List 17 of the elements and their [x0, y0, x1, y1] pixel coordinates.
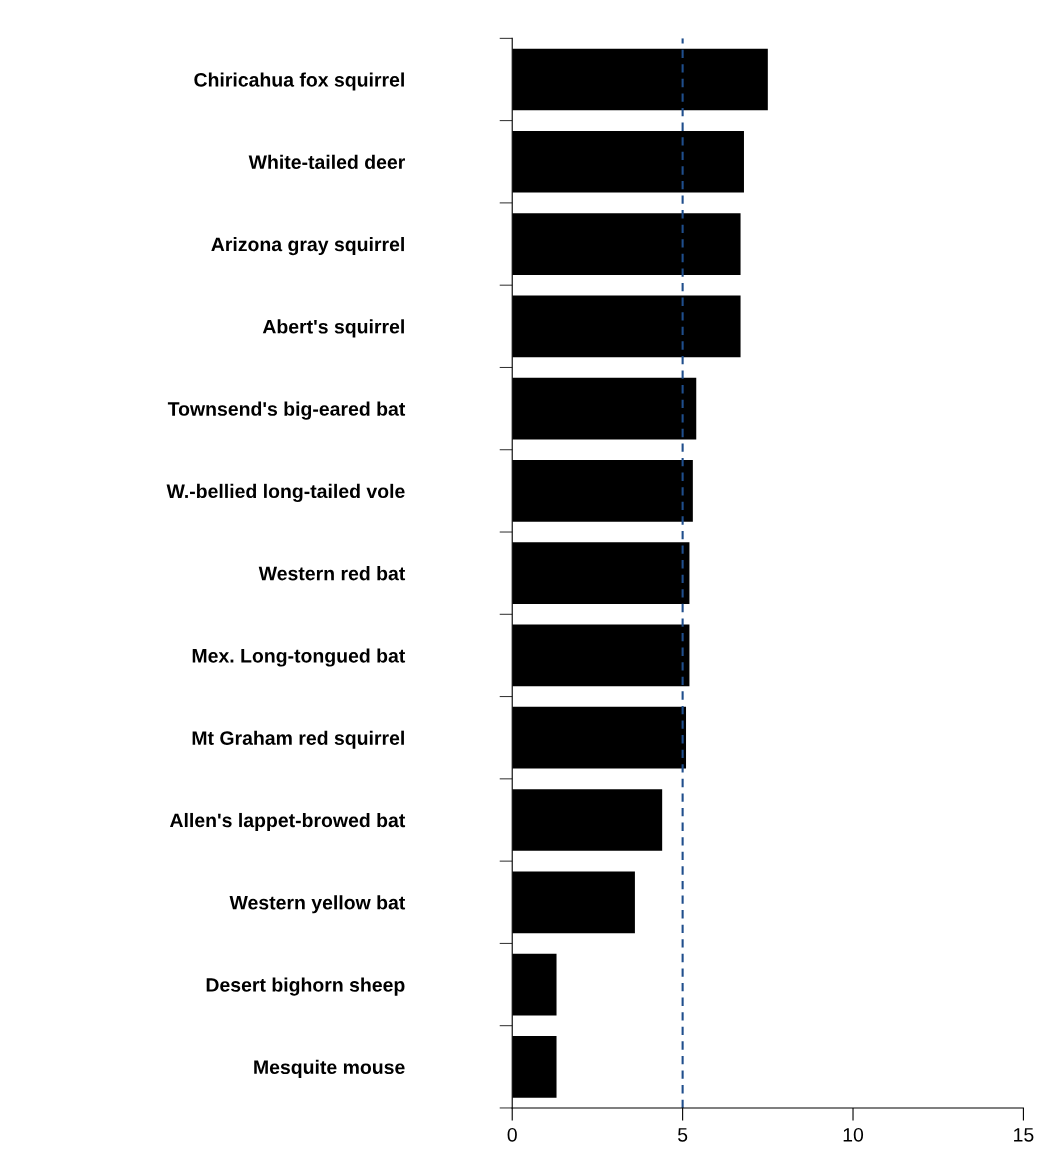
y-tick-label: Desert bighorn sheep	[206, 977, 405, 996]
y-tick-label: Western red bat	[258, 566, 406, 581]
y-tick-label: Chiricahua fox squirrel	[194, 72, 404, 91]
y-tick-label: Allen's lappet-browed bat	[169, 812, 406, 832]
x-tick-label: 15	[1014, 1128, 1034, 1142]
y-tick-label: Townsend's big-eared bat	[167, 401, 406, 420]
y-tick-label: Arizona gray squirrel	[211, 237, 404, 256]
y-tick-label: White-tailed deer	[248, 154, 405, 169]
y-tick-label: W.-bellied long-tailed vole	[166, 483, 405, 503]
y-tick-label: Western yellow bat	[229, 895, 406, 914]
y-tick-label: Mex. Long-tongued bat	[192, 648, 406, 667]
x-tick-label: 5	[677, 1128, 688, 1142]
x-tick-label: 10	[843, 1127, 864, 1142]
x-tick-label: 0	[507, 1127, 517, 1142]
y-tick-label: Mesquite mouse	[254, 1059, 405, 1078]
y-tick-label: Mt Graham red squirrel	[192, 730, 404, 749]
y-tick-label: Abert's squirrel	[262, 319, 404, 338]
